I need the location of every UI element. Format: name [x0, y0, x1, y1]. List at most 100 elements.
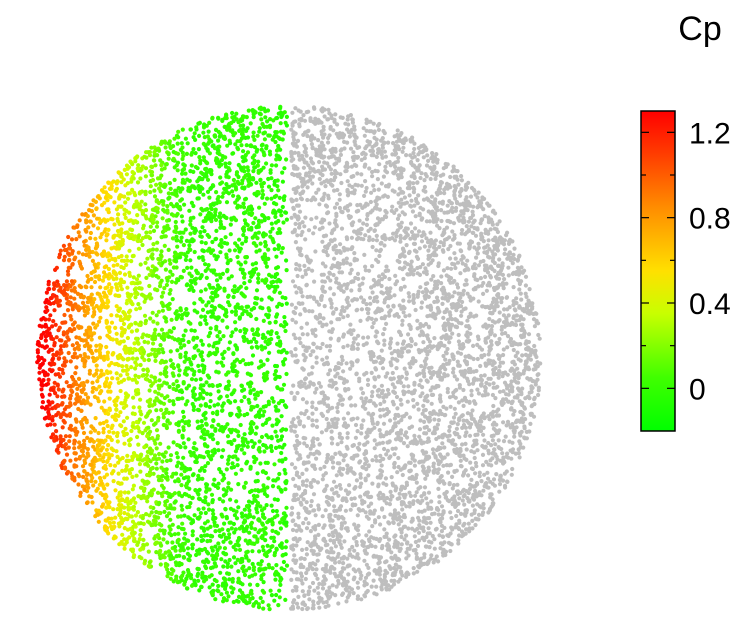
downstream-point — [476, 299, 481, 304]
downstream-point — [349, 288, 354, 293]
downstream-point — [409, 259, 414, 264]
downstream-point — [507, 251, 512, 256]
downstream-point — [485, 270, 491, 275]
downstream-point — [312, 169, 318, 174]
downstream-point — [362, 133, 367, 138]
downstream-point — [506, 273, 511, 278]
downstream-point — [361, 418, 366, 423]
downstream-point — [289, 606, 294, 611]
downstream-point — [400, 350, 405, 355]
downstream-point — [321, 574, 327, 579]
downstream-point — [429, 194, 434, 199]
downstream-point — [535, 377, 540, 382]
downstream-point — [326, 135, 331, 141]
downstream-point — [505, 451, 510, 456]
downstream-point — [370, 325, 375, 330]
downstream-point — [317, 176, 322, 182]
downstream-point — [332, 504, 337, 509]
downstream-point — [510, 385, 515, 390]
downstream-point — [308, 529, 313, 534]
upstream-point — [264, 161, 269, 166]
downstream-point — [367, 166, 372, 171]
downstream-point — [452, 188, 458, 193]
upstream-point — [91, 483, 96, 488]
downstream-point — [434, 190, 439, 195]
downstream-point — [377, 555, 382, 560]
downstream-point — [518, 358, 523, 363]
downstream-point — [493, 252, 498, 257]
downstream-point — [422, 294, 427, 299]
downstream-point — [506, 422, 511, 427]
downstream-point — [373, 223, 378, 228]
downstream-point — [365, 335, 371, 340]
downstream-point — [381, 494, 386, 499]
downstream-point — [466, 267, 471, 272]
downstream-point — [420, 536, 425, 541]
downstream-point — [448, 548, 453, 554]
downstream-point — [296, 286, 301, 291]
downstream-point — [355, 183, 361, 188]
downstream-point — [533, 382, 538, 387]
downstream-point — [473, 401, 478, 406]
downstream-point — [402, 537, 407, 542]
downstream-point — [471, 369, 476, 374]
downstream-point — [523, 274, 529, 279]
downstream-point — [331, 272, 336, 278]
downstream-point — [464, 447, 469, 452]
downstream-point — [326, 140, 331, 145]
downstream-point — [367, 539, 372, 544]
downstream-point — [449, 266, 454, 271]
downstream-point — [455, 260, 461, 265]
downstream-point — [498, 264, 503, 269]
downstream-point — [442, 481, 447, 486]
downstream-point — [322, 114, 327, 119]
downstream-point — [395, 543, 400, 548]
downstream-point — [290, 527, 296, 533]
downstream-point — [414, 254, 419, 259]
downstream-point — [473, 471, 478, 476]
downstream-point — [371, 183, 376, 188]
downstream-point — [486, 352, 491, 357]
downstream-point — [529, 384, 534, 389]
downstream-point — [368, 301, 373, 306]
downstream-point — [433, 312, 438, 317]
downstream-point — [382, 577, 387, 582]
downstream-point — [421, 340, 426, 345]
downstream-point — [474, 255, 479, 260]
downstream-point — [310, 328, 315, 333]
downstream-point — [381, 194, 386, 199]
downstream-point — [345, 463, 350, 468]
downstream-point — [345, 467, 351, 472]
downstream-point — [370, 389, 375, 395]
downstream-point — [436, 512, 441, 517]
downstream-point — [456, 362, 461, 367]
downstream-point — [482, 472, 487, 477]
downstream-point — [464, 527, 469, 532]
downstream-point — [396, 511, 401, 516]
downstream-point — [512, 434, 517, 439]
downstream-point — [369, 584, 374, 589]
downstream-point — [376, 187, 381, 192]
downstream-point — [440, 248, 445, 253]
downstream-point — [504, 281, 509, 286]
downstream-point — [422, 508, 427, 513]
downstream-point — [468, 239, 473, 244]
downstream-point — [391, 520, 396, 525]
upstream-point — [247, 279, 252, 284]
upstream-point — [238, 422, 243, 428]
downstream-point — [387, 565, 392, 570]
downstream-point — [296, 486, 302, 491]
downstream-point — [401, 492, 406, 498]
downstream-point — [379, 463, 384, 468]
downstream-point — [328, 523, 333, 528]
downstream-point — [302, 358, 307, 363]
downstream-point — [391, 376, 396, 381]
downstream-point — [358, 475, 363, 480]
downstream-point — [377, 309, 382, 314]
downstream-point — [355, 307, 360, 312]
downstream-point — [404, 430, 409, 435]
downstream-point — [301, 367, 306, 372]
downstream-point — [396, 420, 401, 425]
downstream-point — [353, 453, 358, 458]
downstream-point — [363, 233, 368, 238]
